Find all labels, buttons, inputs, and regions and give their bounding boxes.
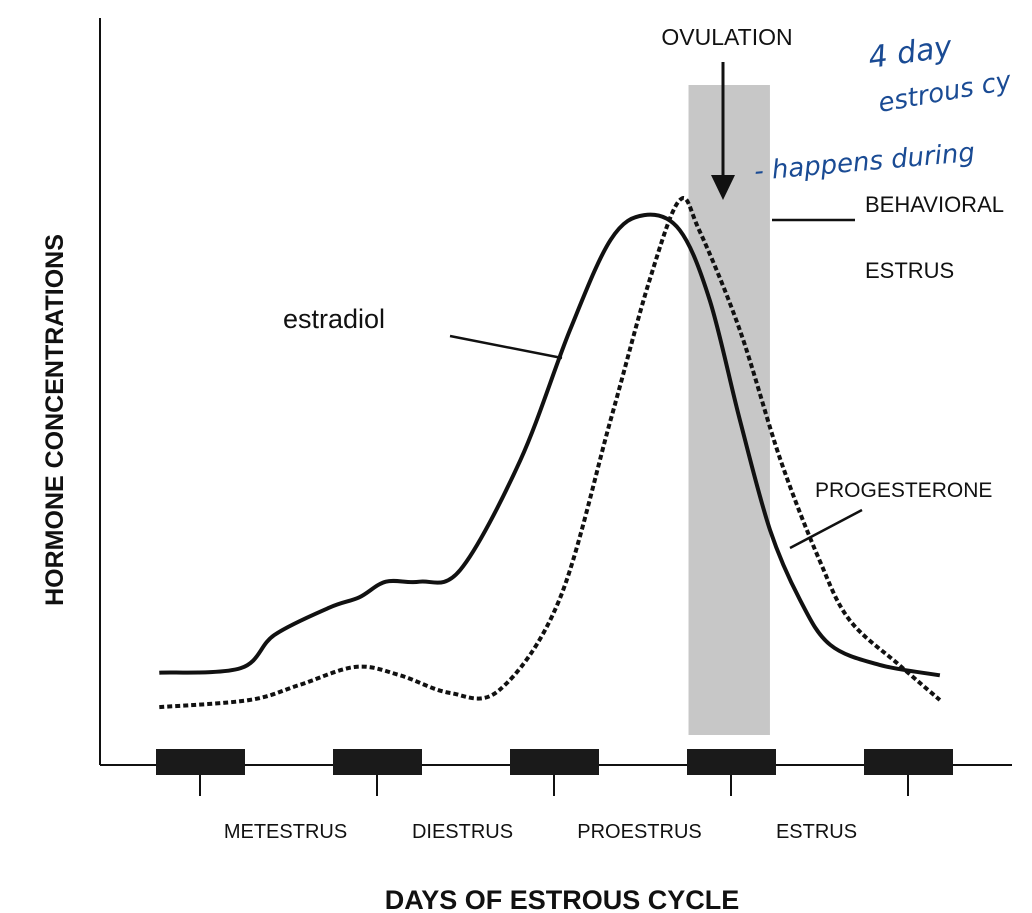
phase-label-estrus: ESTRUS (776, 821, 857, 843)
day-bar-4 (864, 749, 953, 775)
estradiol-line (159, 212, 941, 678)
day-bar-1 (333, 749, 422, 775)
behavioral-estrus-label-2: ESTRUS (865, 258, 954, 283)
x-axis-label: DAYS OF ESTROUS CYCLE (385, 885, 740, 913)
y-axis-label: HORMONE CONCENTRATIONS (41, 234, 69, 606)
behavioral-estrus-shaded-region (688, 85, 770, 735)
day-bar-0 (156, 749, 245, 775)
phase-label-proestrus: PROESTRUS (577, 821, 701, 843)
ovulation-arrowhead-icon (711, 175, 735, 200)
phase-label-metestrus: METESTRUS (224, 821, 347, 843)
progesterone-line (159, 196, 942, 710)
estradiol-leader-line (449, 334, 563, 360)
day-bar-2 (510, 749, 599, 775)
estradiol-label: estradiol (283, 304, 385, 334)
behavioral-estrus-label-1: BEHAVIORAL (865, 192, 1004, 217)
handwritten-note-3: - happens during (753, 138, 976, 187)
handwritten-note-2: estrous cy (876, 66, 1014, 119)
phase-label-diestrus: DIESTRUS (412, 821, 513, 843)
day-bar-3 (687, 749, 776, 775)
progesterone-leader-line (789, 508, 863, 550)
handwritten-note-1: 4 day (866, 29, 955, 75)
ovulation-label: OVULATION (661, 24, 792, 50)
progesterone-label: PROGESTERONE (815, 479, 992, 502)
